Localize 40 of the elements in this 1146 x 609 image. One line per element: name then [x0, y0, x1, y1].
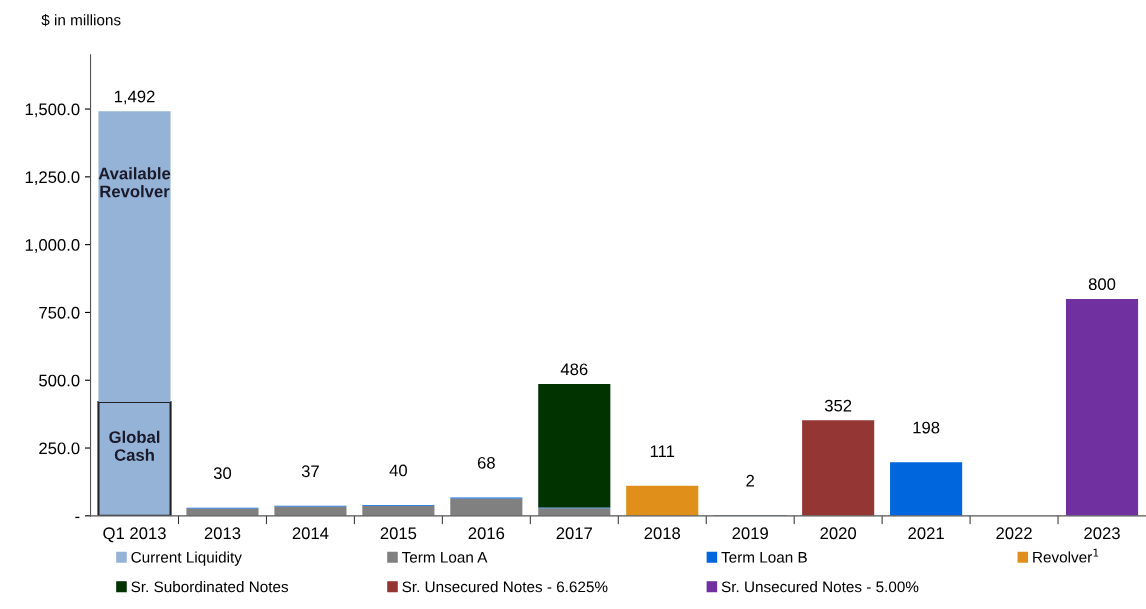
y-tick-label: 250.0: [39, 442, 80, 455]
x-tick-label: 2023: [1084, 527, 1120, 540]
legend-label: Sr. Unsecured Notes - 5.00%: [721, 581, 919, 593]
total-label: 800: [1088, 278, 1116, 291]
legend-label: Current Liquidity: [131, 551, 242, 566]
total-label: 30: [213, 467, 232, 480]
y-tick-label: 1,500.0: [25, 103, 80, 118]
y-tick-label: -: [75, 516, 80, 519]
y-tick-label: 1,000.0: [25, 239, 80, 253]
x-tick-label: 2022: [996, 527, 1032, 540]
x-tick-label: 2013: [204, 527, 241, 540]
total-label: 486: [560, 363, 588, 376]
total-label: 198: [913, 421, 940, 434]
y-tick-label: 500.0: [39, 374, 80, 387]
y-tick-label: 750.0: [39, 306, 80, 319]
total-label: 68: [477, 456, 495, 469]
x-tick-label: Q1 2013: [103, 527, 166, 543]
total-label: 111: [650, 445, 675, 457]
total-label: 1,492: [114, 90, 155, 105]
x-tick-label: 2016: [468, 527, 505, 540]
x-tick-label: 2020: [820, 527, 857, 540]
legend-label: Term Loan B: [721, 552, 807, 563]
legend-label: Revolver$^{1}$: [1033, 548, 1099, 563]
x-tick-label: 2019: [732, 527, 768, 540]
total-label: 37: [301, 465, 319, 478]
total-label: 2: [746, 474, 754, 487]
total-label: 40: [389, 464, 407, 477]
x-tick-label: 2015: [380, 527, 417, 540]
total-label: 352: [824, 399, 852, 412]
y-axis-title: $ in millions: [41, 13, 121, 27]
legend-label: Term Loan A: [402, 552, 488, 563]
x-tick-label: 2017: [556, 527, 592, 540]
x-tick-label: 2014: [292, 527, 329, 540]
annotation: Global Cash: [109, 430, 160, 461]
annotation: Available Revolver: [98, 167, 171, 198]
y-tick-label: 1,250.0: [25, 171, 80, 186]
x-tick-label: 2021: [908, 527, 944, 540]
x-tick-label: 2018: [644, 527, 681, 540]
legend-label: Sr. Subordinated Notes: [131, 581, 289, 593]
legend-label: Sr. Unsecured Notes - 6.625%: [402, 581, 608, 593]
